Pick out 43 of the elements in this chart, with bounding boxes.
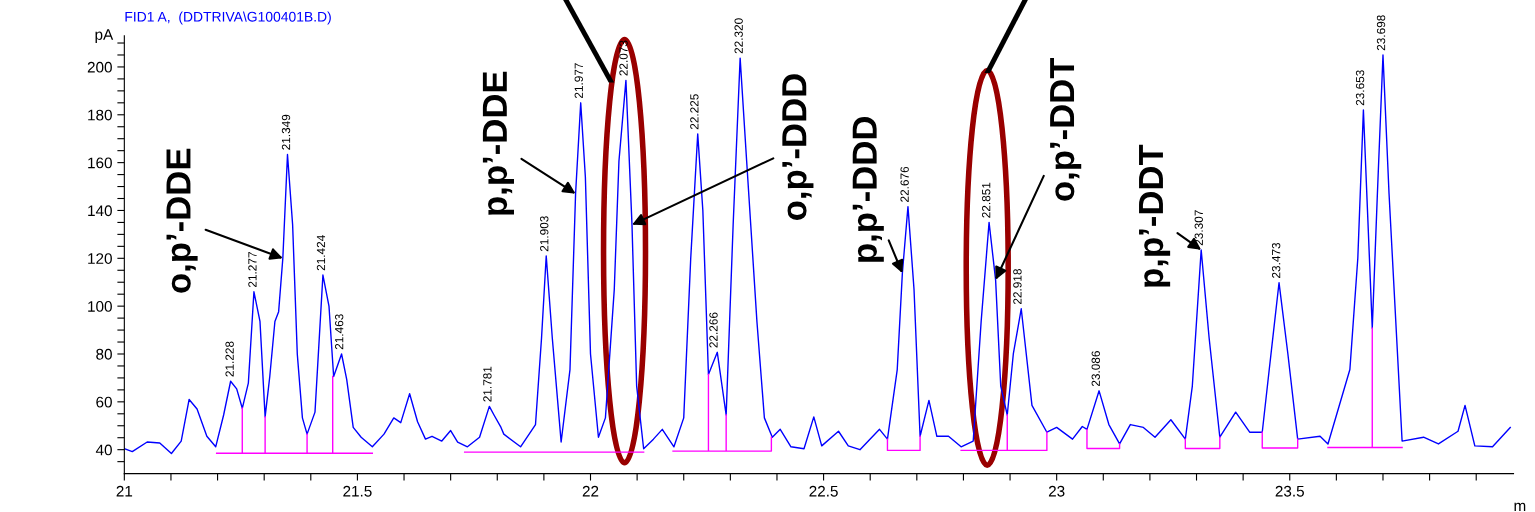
annotation: o,p’-DDD <box>782 74 814 220</box>
annotation: p,p’-DDE <box>482 71 514 215</box>
annotation: 21.463 <box>334 314 344 350</box>
annotation: 22.320 <box>734 18 743 54</box>
y-axis-title: pA <box>95 29 114 43</box>
annotation: p,p’-DDD <box>852 117 884 262</box>
annotation: 22.266 <box>709 312 718 348</box>
y-tick-label: 60 <box>96 396 112 408</box>
x-tick-label: 22 <box>582 485 599 497</box>
x-tick-label: 22.5 <box>809 485 838 497</box>
annotation: p,p’-DDT <box>1139 144 1171 287</box>
y-tick-label: 100 <box>88 301 112 312</box>
annotation: 22.073 <box>619 40 628 76</box>
annotation: 23.086 <box>1091 351 1100 387</box>
y-tick-label: 40 <box>95 444 112 456</box>
x-tick-label: 21 <box>116 485 133 497</box>
annotation: 22.851 <box>982 182 991 218</box>
annotation: 21.977 <box>574 63 583 99</box>
annotation: o,p’-DDE <box>166 148 198 293</box>
annotation: 23.473 <box>1271 242 1281 278</box>
x-tick-label: 21.5 <box>343 485 372 497</box>
y-tick-label: 180 <box>88 109 112 121</box>
annotation: 23.698 <box>1376 15 1386 51</box>
y-tick-label: 120 <box>88 253 112 264</box>
y-tick-label: 200 <box>87 61 112 73</box>
annotation: 22.918 <box>1013 269 1022 305</box>
x-tick-label: 23 <box>1048 485 1065 497</box>
annotation: 21.228 <box>225 341 234 377</box>
annotation: 22.676 <box>900 166 909 202</box>
annotation: 21.277 <box>248 252 257 288</box>
annotation: o,p’-DDT <box>1050 57 1082 201</box>
annotation: 21.349 <box>281 114 291 150</box>
chart-title: FID1 A, (DDTRIVA\G100401B.D) <box>125 11 331 25</box>
annotation: 21.424 <box>316 235 326 271</box>
x-tick-label: 23.5 <box>1275 485 1304 497</box>
annotation: 22.225 <box>690 94 699 130</box>
x-axis-title: m <box>1514 502 1526 511</box>
y-tick-label: 80 <box>96 348 112 360</box>
annotation: 23.653 <box>1355 70 1365 106</box>
y-tick-label: 140 <box>88 205 112 217</box>
y-tick-label: 160 <box>88 157 112 169</box>
annotation: 21.781 <box>483 366 492 402</box>
annotation: 21.903 <box>540 216 549 252</box>
